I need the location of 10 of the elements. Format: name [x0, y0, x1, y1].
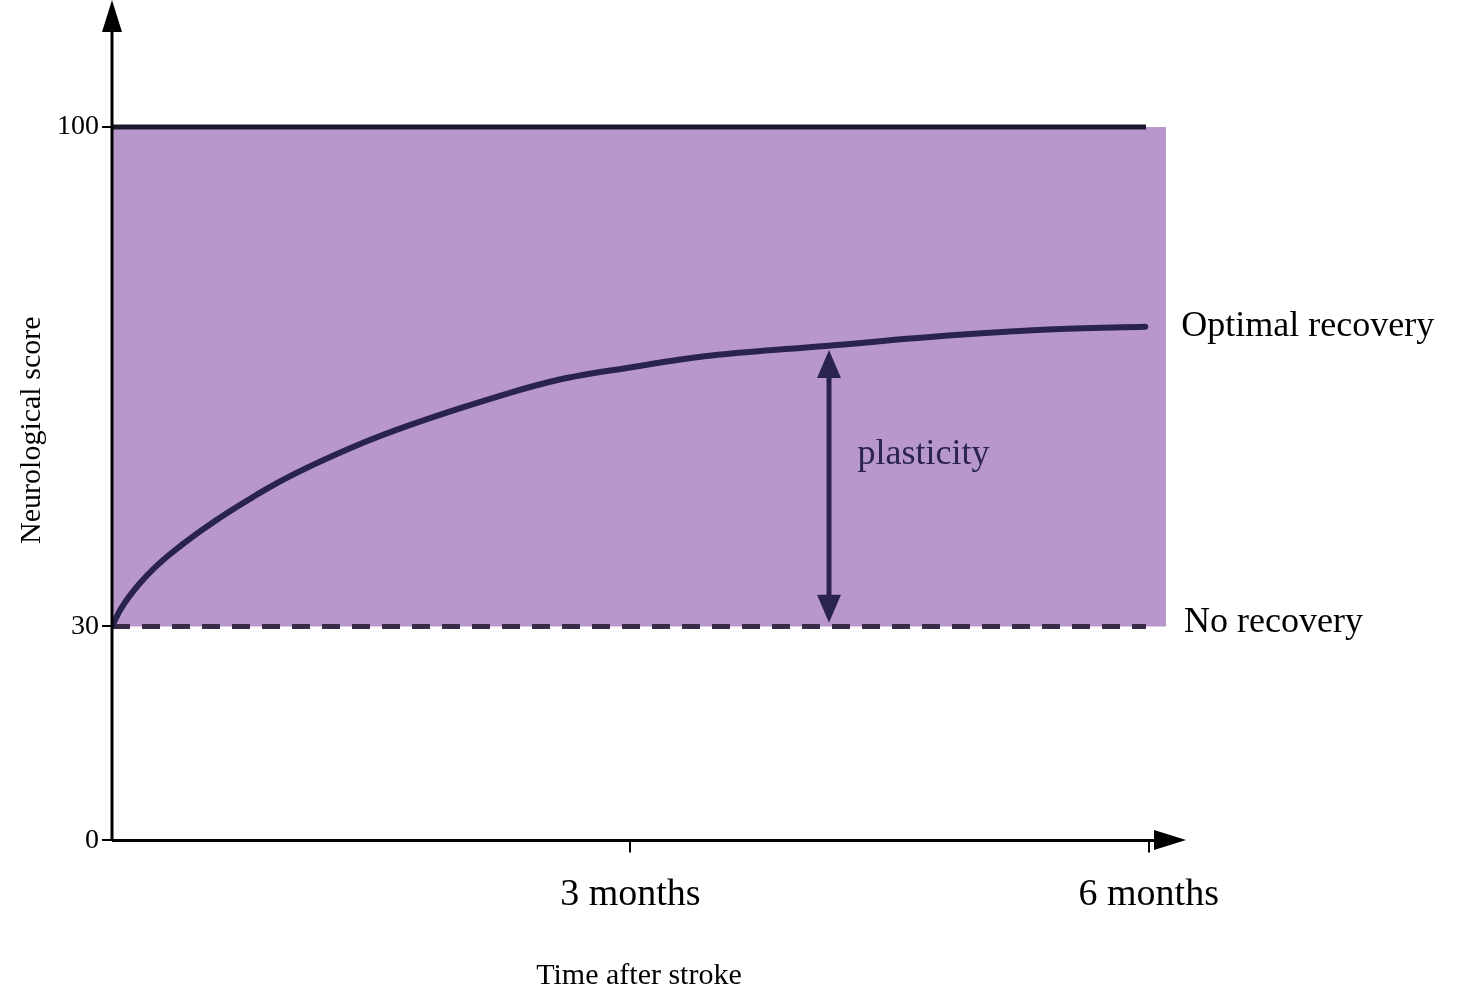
- y-axis-title: Neurological score: [12, 316, 46, 544]
- series-label: Optimal recovery: [1181, 304, 1435, 345]
- annotation: plasticity: [857, 432, 990, 473]
- ref-line-label: No recovery: [1184, 599, 1363, 640]
- x-tick-label: 6 months: [1078, 871, 1219, 914]
- y-tick-label: 100: [57, 109, 99, 141]
- x-axis-title: Time after stroke: [536, 956, 742, 990]
- y-tick-label: 0: [85, 822, 99, 854]
- y-tick-label: 30: [71, 608, 99, 640]
- x-tick-label: 3 months: [560, 871, 701, 914]
